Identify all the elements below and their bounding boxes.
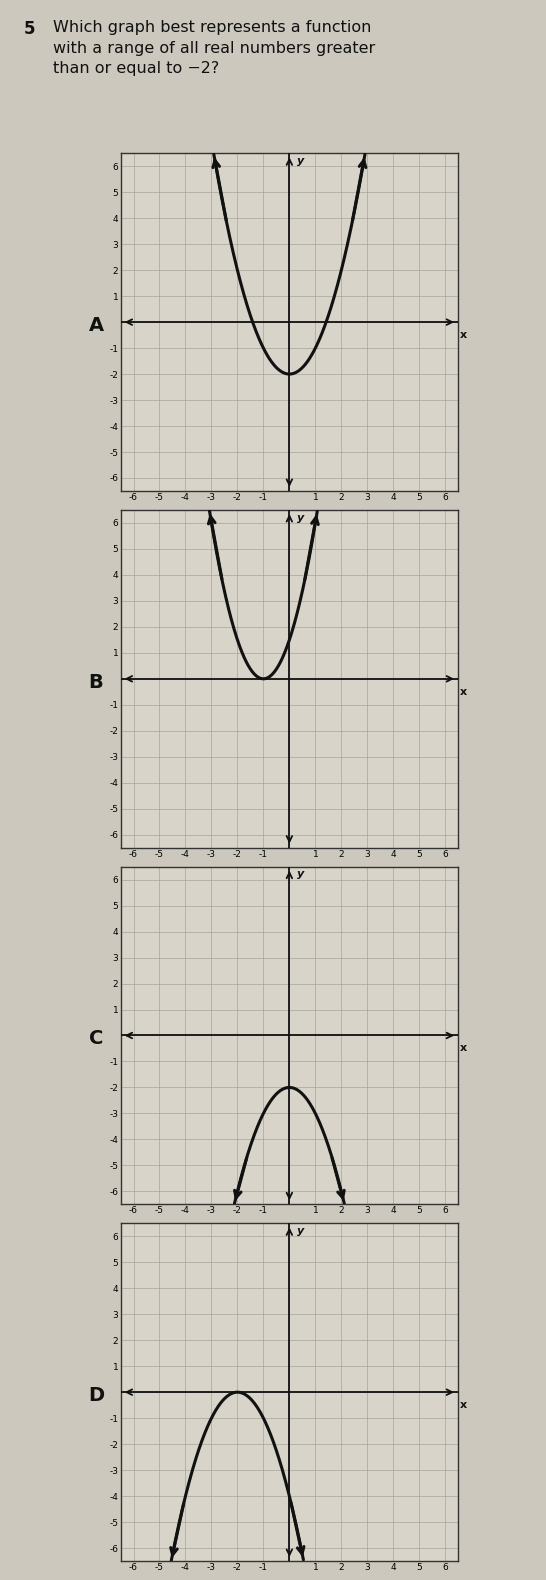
Text: B: B — [88, 673, 104, 692]
Text: x: x — [460, 687, 467, 697]
Text: 5: 5 — [24, 21, 35, 38]
Text: Which graph best represents a function
with a range of all real numbers greater
: Which graph best represents a function w… — [53, 21, 375, 76]
Text: x: x — [460, 330, 467, 340]
Text: x: x — [460, 1400, 467, 1411]
Text: y: y — [297, 869, 305, 878]
Text: x: x — [460, 1043, 467, 1054]
Text: C: C — [89, 1029, 103, 1048]
Text: D: D — [88, 1386, 104, 1405]
Text: A: A — [88, 316, 104, 335]
Text: y: y — [297, 1226, 305, 1236]
Text: y: y — [297, 156, 305, 166]
Text: y: y — [297, 512, 305, 523]
